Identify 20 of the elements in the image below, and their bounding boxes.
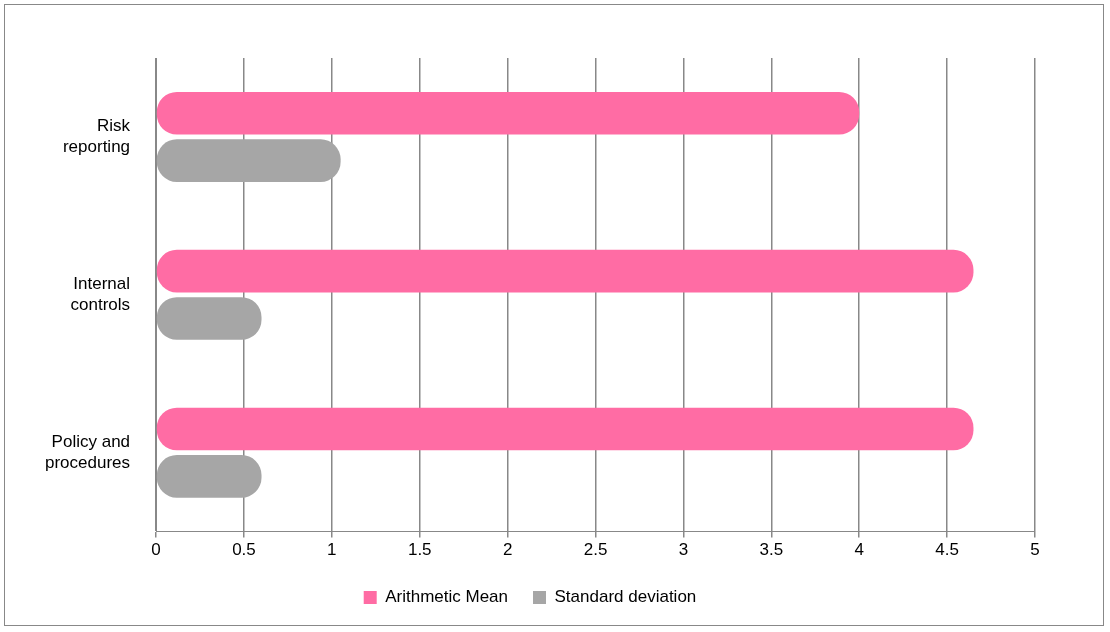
y-tick-label: Risk reporting (62, 116, 131, 156)
legend-label: Arithmetic Mean (385, 587, 509, 607)
bar (156, 249, 974, 293)
x-tick-label: 3.5 (759, 540, 784, 560)
legend-label: Standard deviation (554, 587, 697, 607)
bar (156, 139, 341, 182)
x-tick-label: 4 (854, 540, 864, 560)
x-tick-label: 0.5 (232, 540, 256, 560)
x-tick-label: 1.5 (407, 540, 432, 560)
bar (156, 91, 860, 135)
x-tick-label: 1 (327, 540, 337, 560)
x-tick-label: 0 (151, 540, 161, 560)
bar (156, 407, 974, 451)
x-tick-label: 2 (502, 540, 513, 560)
x-tick-label: 2.5 (583, 540, 608, 560)
x-tick-label: 5 (1030, 540, 1040, 560)
y-tick-label: Policy and procedures (44, 432, 131, 472)
x-tick-label: 4.5 (935, 540, 959, 560)
y-tick-label: Internal controls (70, 274, 131, 314)
x-tick-label: 3 (678, 540, 689, 560)
